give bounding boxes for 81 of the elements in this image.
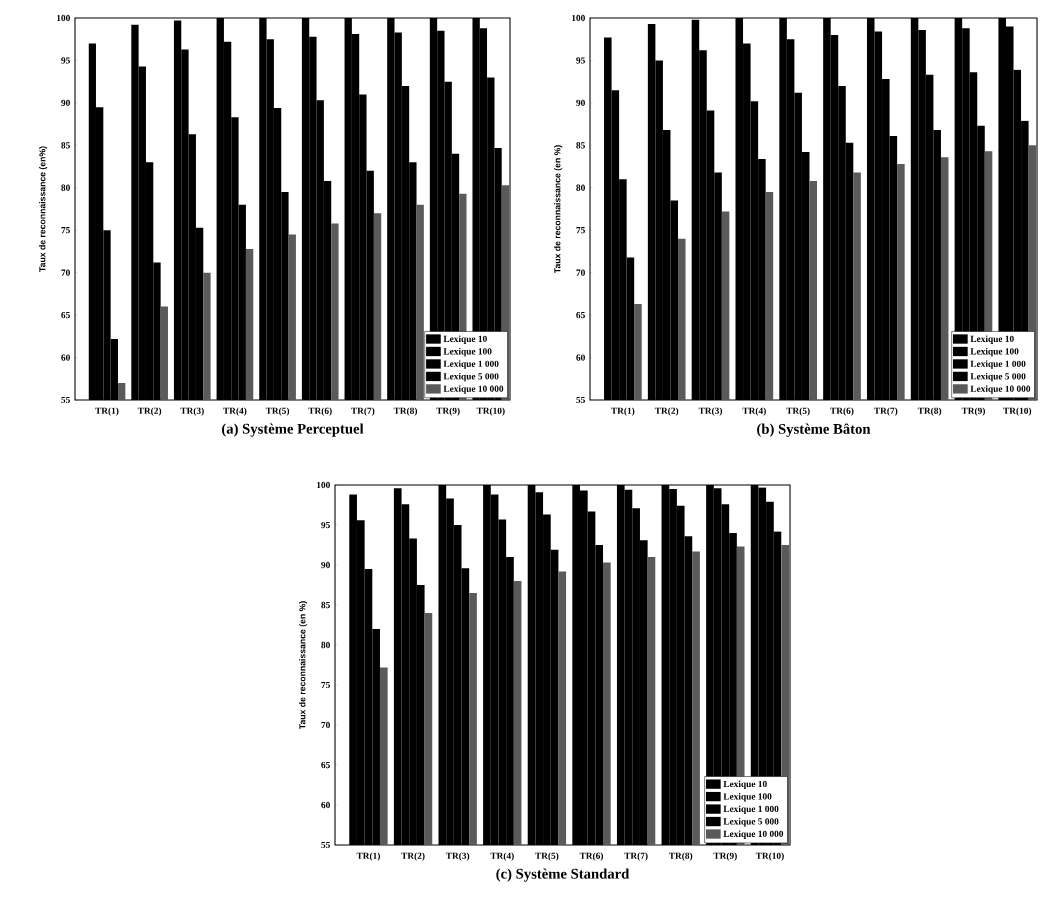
x-tick-label: TR(7) (624, 852, 648, 861)
y-tick-label: 70 (61, 269, 70, 276)
x-tick-label: TR(9) (961, 407, 985, 416)
y-tick-label: 80 (321, 641, 330, 649)
legend-label: Lexique 10 (970, 335, 1014, 344)
x-tick-label: TR(1) (611, 407, 635, 416)
x-tick-label: TR(7) (874, 407, 898, 416)
y-tick-label: 100 (572, 14, 585, 22)
x-tick-label: TR(6) (579, 852, 604, 861)
y-tick-label: 65 (321, 761, 330, 769)
legend-label: Lexique 10 (723, 780, 767, 790)
x-tick-label: TR(9) (436, 407, 460, 416)
legend-label: Lexique 10 000 (970, 385, 1031, 394)
y-tick-label: 85 (61, 142, 70, 149)
y-tick-label: 60 (321, 801, 330, 809)
y-tick-label: 80 (61, 184, 70, 191)
y-tick-label: 55 (61, 396, 70, 404)
legend-label: Lexique 100 (443, 347, 492, 357)
text: (a) Système Perceptuel (222, 423, 364, 437)
y-axis-title: Taux de reconnaissance (en%) (39, 146, 48, 272)
legend-label: Lexique 5 000 (443, 372, 499, 382)
y-tick-label: 90 (576, 99, 585, 107)
y-tick-label: 70 (576, 269, 585, 276)
legend-label: Lexique 1 000 (443, 360, 499, 369)
y-tick-label: 100 (317, 481, 330, 489)
x-tick-label: TR(2) (401, 852, 425, 861)
y-tick-label: 55 (576, 396, 585, 404)
y-tick-label: 60 (61, 354, 70, 361)
x-tick-label: TR(3) (180, 407, 204, 416)
x-tick-label: TR(4) (490, 852, 514, 861)
x-tick-label: TR(2) (654, 407, 679, 416)
y-tick-label: 90 (61, 99, 70, 107)
y-axis-title: Taux de reconnaissance (en %) (299, 601, 308, 730)
text: (b) Système Bâton (757, 423, 871, 437)
legend-label: Lexique 1 000 (970, 360, 1026, 369)
x-tick-label: TR(4) (742, 407, 766, 416)
y-tick-label: 60 (576, 354, 585, 361)
y-tick-label: 95 (576, 57, 585, 64)
legend-label: Lexique 10 000 (723, 830, 784, 839)
y-tick-label: 80 (576, 184, 585, 191)
x-tick-label: TR(5) (786, 407, 810, 416)
legend-label: Lexique 5 000 (970, 372, 1026, 382)
y-tick-label: 95 (321, 521, 330, 529)
x-tick-label: TR(3) (698, 407, 723, 416)
y-tick-label: 85 (576, 142, 585, 149)
y-tick-label: 55 (321, 841, 330, 849)
x-tick-label: TR(10) (476, 407, 505, 416)
x-tick-label: TR(1) (95, 407, 119, 416)
y-tick-label: 75 (321, 681, 330, 689)
x-tick-label: TR(1) (356, 852, 380, 861)
y-tick-label: 65 (576, 311, 585, 319)
x-tick-label: TR(2) (137, 407, 162, 416)
y-tick-label: 65 (61, 311, 70, 319)
y-tick-label: 95 (61, 57, 70, 64)
x-tick-label: TR(10) (1003, 407, 1032, 416)
y-tick-label: 85 (321, 601, 330, 609)
legend-label: Lexique 10 (443, 335, 487, 344)
text: (c) Système Standard (496, 868, 630, 882)
y-tick-label: 100 (57, 14, 70, 22)
legend-label: Lexique 100 (970, 347, 1019, 357)
x-tick-label: TR(4) (223, 407, 247, 416)
x-tick-label: TR(5) (535, 852, 559, 861)
y-axis-title: Taux de reconnaissance (en %) (554, 145, 563, 274)
y-tick-label: 75 (576, 227, 585, 234)
x-tick-label: TR(8) (917, 407, 942, 416)
x-tick-label: TR(8) (668, 852, 693, 861)
x-tick-label: TR(6) (830, 407, 854, 416)
x-tick-label: TR(9) (713, 852, 737, 861)
x-tick-label: TR(3) (445, 852, 470, 861)
legend-label: Lexique 10 000 (443, 385, 504, 394)
legend-label: Lexique 1 000 (723, 805, 779, 814)
x-tick-label: TR(8) (393, 407, 418, 416)
x-tick-label: TR(7) (351, 407, 375, 416)
x-tick-label: TR(10) (755, 852, 784, 861)
legend-label: Lexique 5 000 (723, 817, 779, 827)
y-tick-label: 90 (321, 561, 330, 569)
legend-label: Lexique 100 (723, 793, 772, 802)
y-tick-label: 75 (61, 227, 70, 234)
y-tick-label: 70 (321, 721, 330, 729)
x-tick-label: TR(6) (308, 407, 332, 416)
x-tick-label: TR(5) (265, 407, 290, 416)
